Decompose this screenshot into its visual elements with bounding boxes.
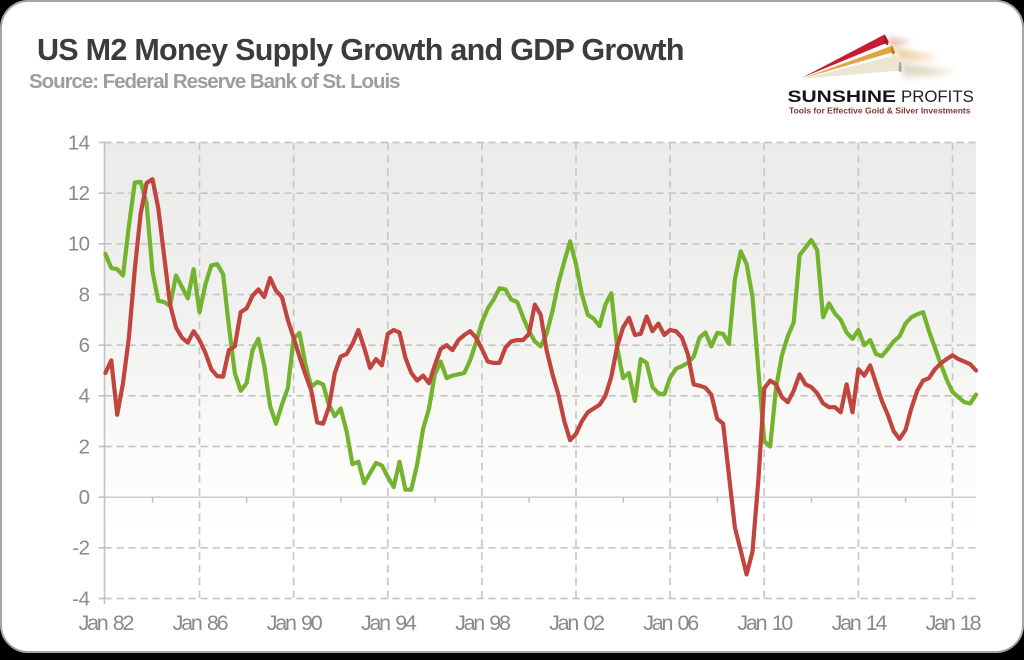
- svg-text:PROFITS: PROFITS: [901, 88, 974, 106]
- svg-text:Jan 94: Jan 94: [361, 611, 417, 635]
- svg-text:4: 4: [79, 385, 90, 408]
- svg-text:Jan 90: Jan 90: [267, 611, 323, 635]
- svg-text:-2: -2: [72, 537, 89, 560]
- svg-text:Jan 14: Jan 14: [832, 611, 888, 635]
- svg-text:6: 6: [79, 334, 90, 357]
- svg-text:14: 14: [68, 131, 90, 154]
- svg-text:Jan 86: Jan 86: [173, 611, 229, 635]
- svg-text:0: 0: [79, 486, 90, 509]
- svg-text:Tools for Effective Gold & Sil: Tools for Effective Gold & Silver Invest…: [789, 106, 971, 116]
- svg-text:Jan 98: Jan 98: [455, 611, 511, 635]
- svg-text:12: 12: [68, 182, 90, 205]
- svg-text:Jan 82: Jan 82: [79, 611, 134, 635]
- svg-text:Jan 10: Jan 10: [737, 611, 793, 635]
- svg-text:Jan 02: Jan 02: [549, 611, 604, 635]
- svg-text:8: 8: [79, 283, 90, 306]
- svg-text:Jan 06: Jan 06: [643, 611, 699, 635]
- svg-text:SUNSHINE: SUNSHINE: [788, 88, 897, 106]
- svg-text:2: 2: [79, 435, 90, 458]
- svg-text:-4: -4: [72, 587, 89, 610]
- svg-text:Jan 18: Jan 18: [926, 611, 982, 635]
- svg-text:10: 10: [68, 233, 90, 256]
